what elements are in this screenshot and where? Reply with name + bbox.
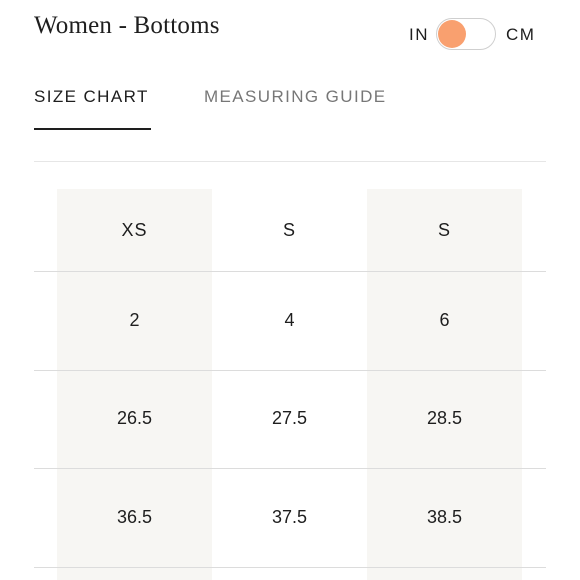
tab-measuring-guide[interactable]: MEASURING GUIDE (204, 87, 387, 106)
row-divider (34, 468, 546, 469)
page-title: Women - Bottoms (34, 12, 220, 39)
row-divider (34, 271, 546, 272)
table-cell: 2 (129, 310, 140, 330)
table-cell: 38.5 (426, 507, 463, 527)
table-cell: 37.5 (271, 507, 308, 527)
table-cell: 26.5 (116, 408, 153, 428)
unit-in-label: IN (409, 25, 429, 44)
column-shade (57, 189, 212, 580)
table-cell: 4 (284, 310, 295, 330)
unit-cm-label: CM (506, 25, 536, 44)
tab-size-chart[interactable]: SIZE CHART (34, 87, 149, 106)
table-cell: 27.5 (271, 408, 308, 428)
size-header-cell: XS (121, 220, 148, 240)
table-cell: 6 (439, 310, 450, 330)
size-header-cell: S (437, 220, 451, 240)
row-divider (34, 567, 546, 568)
table-cell: 28.5 (426, 408, 463, 428)
unit-toggle[interactable] (436, 18, 496, 50)
column-shade (367, 189, 522, 580)
active-tab-indicator (34, 128, 151, 130)
toggle-knob (438, 20, 466, 48)
divider (34, 161, 546, 162)
row-divider (34, 370, 546, 371)
table-cell: 36.5 (116, 507, 153, 527)
size-header-cell: S (282, 220, 296, 240)
